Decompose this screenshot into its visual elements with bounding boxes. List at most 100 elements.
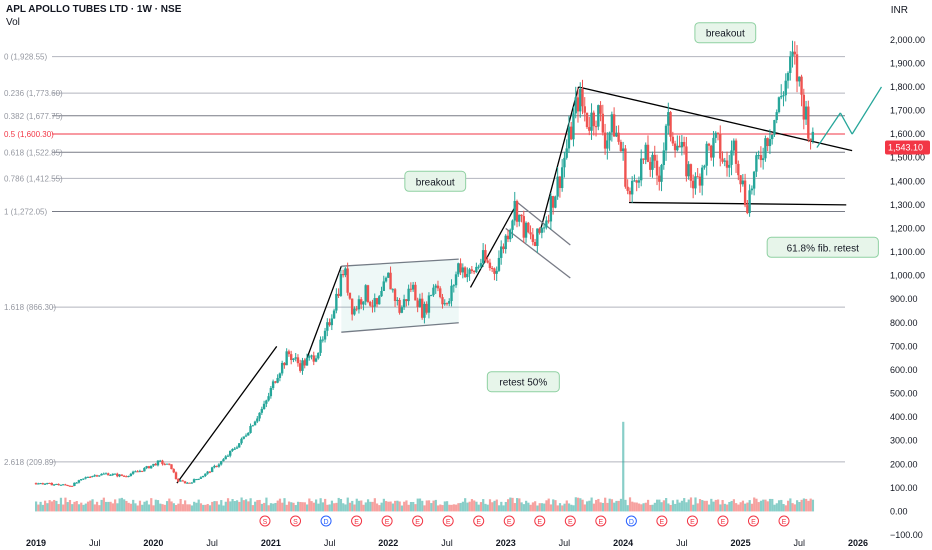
annotation-box-2 — [694, 22, 757, 44]
volume-bar — [710, 498, 713, 512]
candle-body — [301, 360, 304, 371]
volume-bar — [231, 499, 234, 512]
candle-body — [154, 463, 157, 466]
candle-body — [725, 160, 729, 168]
candle-body — [88, 476, 92, 478]
event-marker-label-13: E — [660, 519, 665, 526]
candle-body — [710, 145, 713, 158]
candle-body — [260, 409, 264, 413]
candle-body — [750, 188, 754, 191]
volume-bar — [305, 504, 309, 512]
candle-body — [174, 472, 178, 479]
candle-body — [436, 285, 440, 289]
candle-body — [691, 180, 695, 189]
x-tick-label-4: 2021 — [261, 538, 281, 548]
candle-body — [238, 443, 241, 448]
volume-bar — [613, 502, 616, 512]
price-axis[interactable]: −100.00 0.00 100.00 200.00 300.00 400.00 500.0… — [885, 35, 930, 540]
candle-body — [748, 190, 751, 214]
candle-body — [488, 262, 492, 268]
x-tick-label-0: 2019 — [26, 538, 46, 548]
event-marker-label-4: E — [385, 519, 390, 526]
candle-body — [588, 127, 591, 131]
candle-body — [226, 455, 230, 457]
candle-body — [597, 105, 600, 127]
volume-bar — [414, 504, 417, 512]
volume-bar — [256, 500, 259, 512]
candle-body — [244, 435, 248, 437]
candle-body — [46, 482, 49, 484]
candle-body — [317, 352, 320, 359]
volume-bar — [642, 503, 645, 512]
candle-body — [251, 425, 254, 427]
candle-body — [323, 330, 327, 340]
event-marker-label-15: E — [721, 519, 726, 526]
candle-body — [224, 456, 227, 460]
candle-body — [705, 143, 708, 166]
candle-body — [493, 268, 496, 274]
candle-body — [714, 132, 717, 138]
volume-bar — [62, 504, 65, 512]
volume-bar — [114, 499, 117, 512]
candle-body — [91, 475, 94, 477]
candle-body — [770, 134, 774, 140]
projection-1 — [816, 112, 841, 148]
candle-body — [538, 228, 541, 233]
candle-body — [734, 140, 738, 164]
volume-bar — [159, 503, 162, 512]
volume-bar — [371, 501, 374, 512]
candle-body — [240, 438, 243, 444]
volume-bar — [385, 501, 388, 512]
candle-body — [98, 475, 101, 477]
candle-body — [712, 137, 715, 158]
y-tick-label-10: 900.00 — [890, 294, 918, 304]
candle-body — [353, 308, 356, 315]
candle-body — [730, 150, 733, 165]
volume-bar — [296, 501, 300, 512]
volume-bar — [64, 497, 67, 512]
volume-bar — [170, 501, 173, 512]
volume-bar — [762, 499, 765, 512]
volume-bar — [260, 503, 264, 512]
symbol-title[interactable]: APL APOLLO TUBES LTD · 1W · NSE — [6, 4, 182, 15]
candle-body — [527, 222, 530, 233]
y-tick-label-15: 1,400.00 — [890, 176, 925, 186]
y-tick-label-9: 800.00 — [890, 318, 918, 328]
candle-body — [75, 482, 78, 484]
candle-body — [667, 112, 670, 126]
fib-label-5: 0.786 (1,412.55) — [4, 174, 63, 183]
volume-bar — [443, 501, 446, 512]
x-tick-label-12: 2025 — [731, 538, 751, 548]
candle-body — [746, 205, 749, 214]
time-axis[interactable]: 2019 Jul 2020 Jul 2021 Jul 2022 Jul 2023 Jul 2024 J… — [26, 515, 868, 548]
volume-bar — [418, 498, 422, 512]
volume-bar — [696, 503, 699, 512]
y-tick-label-16: 1,500.00 — [890, 153, 925, 163]
volume-bar — [387, 501, 390, 512]
volume-bar — [251, 505, 254, 512]
volume-bar — [687, 499, 690, 512]
annotation-text-1: retest 50% — [499, 378, 547, 389]
volume-bar — [590, 497, 593, 512]
candle-body — [231, 449, 234, 451]
candle-body — [506, 235, 510, 240]
volume-bar — [744, 503, 747, 512]
candle-body — [660, 165, 663, 182]
volume-bar — [626, 505, 629, 512]
candle-body — [764, 138, 767, 159]
volume-bar — [265, 497, 268, 512]
candle-body — [308, 356, 311, 358]
candle-body — [411, 284, 415, 290]
event-marker-15 — [717, 515, 729, 527]
candle-body — [190, 482, 194, 484]
volume-bar — [543, 503, 546, 512]
volume-bar — [531, 502, 535, 512]
candle-body — [77, 480, 81, 483]
volume-bar — [637, 503, 641, 512]
candle-body — [628, 190, 632, 195]
volume-bar — [667, 503, 670, 512]
candle-body — [359, 299, 363, 305]
candle-body — [172, 469, 175, 473]
candle-body — [766, 138, 769, 147]
